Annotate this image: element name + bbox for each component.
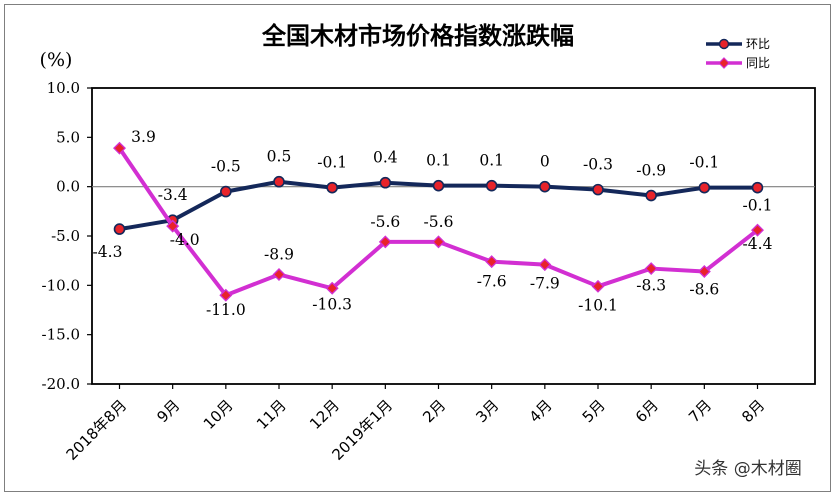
- legend-marker: [718, 38, 730, 50]
- x-tick-label: 8月: [738, 396, 768, 426]
- x-tick-label: 2018年8月: [63, 396, 131, 464]
- hb-data-label: -0.9: [636, 162, 666, 180]
- y-tick-label: -5.0: [51, 227, 80, 245]
- tb-point: [378, 235, 392, 249]
- hb-data-label: -0.1: [317, 154, 347, 172]
- x-tick-label: 5月: [579, 396, 609, 426]
- tb-data-label: -7.9: [530, 275, 560, 293]
- tb-data-label: -5.6: [370, 213, 400, 231]
- hb-point: [432, 179, 445, 192]
- x-tick-label: 6月: [632, 396, 662, 426]
- tb-point: [432, 235, 445, 249]
- hb-point: [751, 181, 764, 194]
- hb-data-label: -3.4: [158, 186, 188, 204]
- hb-point: [379, 176, 392, 189]
- tb-data-label: 3.9: [131, 128, 156, 146]
- y-tick-label: -20.0: [42, 375, 80, 393]
- tb-point: [325, 281, 339, 295]
- hb-data-label: -0.3: [583, 156, 613, 174]
- x-tick-label: 11月: [253, 396, 290, 433]
- tb-point: [219, 288, 233, 302]
- legend-label-1: 同比: [746, 56, 770, 70]
- hb-data-label: -4.3: [93, 243, 123, 261]
- tb-data-label: -8.6: [689, 281, 719, 299]
- tb-point: [272, 267, 286, 281]
- legend-label-0: 环比: [746, 37, 770, 51]
- x-tick-label: 9月: [153, 396, 183, 426]
- hb-data-label: -0.1: [743, 197, 773, 215]
- tb-data-label: -10.3: [312, 295, 352, 313]
- hb-point: [592, 183, 604, 196]
- hb-data-label: 0: [540, 153, 550, 171]
- tb-data-label: -10.1: [578, 296, 618, 314]
- tb-data-label: -4.4: [743, 235, 773, 253]
- hb-point: [113, 223, 126, 235]
- tb-data-label: -11.0: [206, 301, 246, 319]
- hb-data-label: -0.5: [211, 158, 241, 176]
- x-tick-label: 3月: [472, 396, 502, 426]
- tb-point: [697, 265, 711, 279]
- hb-point: [326, 181, 338, 194]
- tb-data-label: -8.9: [264, 245, 294, 263]
- hb-point: [698, 181, 711, 194]
- hb-point: [220, 185, 232, 198]
- hb-point: [539, 180, 551, 193]
- plot-area: [91, 87, 816, 385]
- tb-data-label: -7.6: [477, 273, 507, 291]
- hb-point: [273, 175, 285, 188]
- tb-point: [538, 258, 552, 272]
- y-tick-label: -15.0: [42, 326, 80, 344]
- legend-marker: [718, 57, 730, 69]
- data-labels: -4.3 -3.4 -0.5 0.5 -0.1 0.4 0.1 0.1 0 -0.3 -0.9 -0.…: [93, 128, 773, 319]
- x-tick-label: 10月: [200, 396, 237, 433]
- x-tick-label: 2月: [419, 396, 449, 426]
- tb-point: [644, 262, 658, 276]
- series-layer: [113, 141, 764, 302]
- hb-data-label: 0.1: [479, 152, 504, 170]
- tb-data-label: -5.6: [424, 213, 454, 231]
- chart-title: 全国木材市场价格指数涨跌幅: [261, 22, 574, 50]
- hb-data-label: 0.4: [373, 149, 398, 167]
- hb-data-label: -0.1: [689, 154, 719, 172]
- y-tick-label: 10.0: [47, 79, 80, 97]
- tb-data-label: -4.0: [170, 231, 200, 249]
- tb-data-label: -8.3: [636, 277, 666, 295]
- tb-point: [591, 279, 605, 293]
- y-axis-ticks: 10.0 5.0 0.0 -5.0 -10.0 -15.0 -20.0: [42, 79, 92, 393]
- tb-point: [485, 255, 499, 269]
- y-axis-unit: (%): [40, 49, 73, 71]
- hb-point: [645, 189, 657, 202]
- hb-data-label: 0.1: [426, 152, 451, 170]
- tb-point: [166, 219, 180, 233]
- y-tick-label: 0.0: [56, 178, 80, 196]
- x-tick-label: 12月: [306, 396, 343, 433]
- x-tick-label: 4月: [526, 396, 556, 426]
- tb-point: [751, 223, 764, 237]
- hb-point: [485, 179, 498, 192]
- tb-point: [113, 141, 126, 155]
- watermark-text: 头条 @木材圈: [694, 459, 801, 479]
- y-tick-label: 5.0: [56, 128, 80, 146]
- hb-data-label: 0.5: [267, 148, 292, 166]
- y-tick-label: -10.0: [42, 276, 80, 294]
- x-tick-label: 7月: [685, 396, 715, 426]
